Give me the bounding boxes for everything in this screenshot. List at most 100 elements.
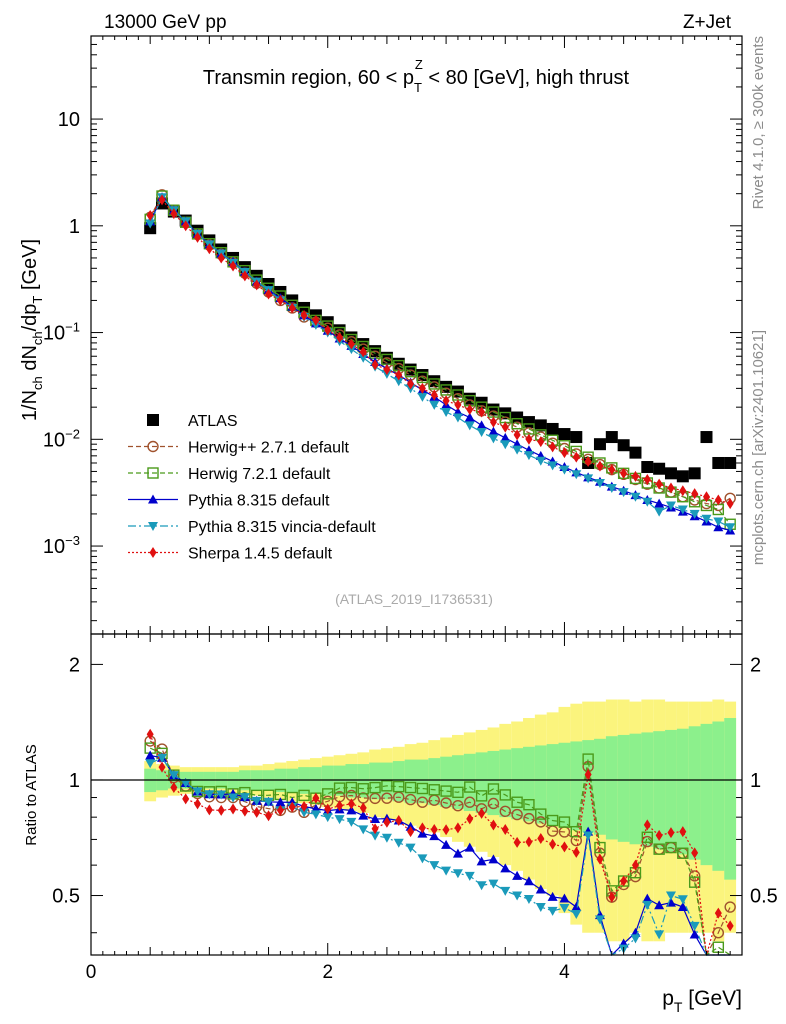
pythia-8-315-default-ratio-point: [559, 893, 570, 903]
pythia-8-315-vincia-default-point: [713, 517, 724, 527]
atlas-point: [629, 446, 642, 459]
band-inner: [617, 734, 630, 842]
pythia-8-315-vincia-default-ratio-point: [630, 934, 641, 944]
band-inner: [546, 744, 559, 826]
pythia-8-315-vincia-default-ratio-point: [322, 813, 333, 823]
herwig-7-2-1-default-ratio-point: [440, 785, 452, 797]
sherpa-1-4-5-default-point: [407, 378, 415, 390]
herwig-2-7-1-default-ratio-point: [511, 808, 523, 821]
pythia-8-315-default-ratio-point: [370, 814, 381, 824]
atlas-point: [274, 285, 287, 298]
pythia-8-315-vincia-default-point: [429, 400, 440, 410]
legend-marker-herwig7: [147, 467, 159, 479]
sherpa-1-4-5-default-point: [726, 498, 734, 510]
sherpa-1-4-5-default-point: [265, 288, 273, 300]
legend-label-sherpa: Sherpa 1.4.5 default: [188, 546, 333, 563]
herwig-7-2-1-default-ratio-point: [712, 941, 725, 953]
pythia-8-315-vincia-default-ratio-point: [488, 879, 499, 889]
legend-label-atlas: ATLAS: [188, 413, 238, 430]
pythia-8-315-vincia-default-point: [417, 392, 428, 402]
rivet-version-label: Rivet 4.1.0, ≥ 300k events: [750, 36, 767, 209]
ratio-y-tick-label-right: 1: [750, 770, 761, 792]
sherpa-1-4-5-default-ratio-point: [513, 836, 521, 848]
ratio-y-axis-label: Ratio to ATLAS: [23, 744, 40, 845]
band-inner: [345, 764, 358, 798]
sherpa-1-4-5-default-ratio-point: [146, 728, 154, 740]
pythia-8-315-vincia-default-point: [476, 428, 487, 438]
herwig-7-2-1-default-ratio-point: [523, 799, 535, 811]
sherpa-1-4-5-default-point: [572, 451, 580, 463]
axes: 0 2 4 10 1 10−1 10−2 10−3 2 2 1 1 0.5 0.5: [43, 35, 778, 983]
herwig-7-2-1-default-ratio-point: [653, 843, 665, 855]
herwig-7-2-1-default-ratio-point: [511, 796, 523, 808]
sherpa-1-4-5-default-ratio-point: [501, 824, 509, 836]
sherpa-1-4-5-default-ratio-point: [679, 826, 687, 838]
atlas-point: [605, 431, 618, 444]
sherpa-1-4-5-default-point: [170, 208, 178, 220]
band-inner: [428, 758, 441, 806]
pythia-8-315-vincia-default-point: [701, 514, 712, 524]
sherpa-1-4-5-default-point: [596, 460, 604, 472]
pythia-8-315-vincia-default-point: [630, 492, 641, 502]
x-axis-label: pT [GeV]: [662, 987, 742, 1015]
ratio-y-tick-label: 2: [69, 654, 80, 676]
legend-label-herwig7: Herwig 7.2.1 default: [188, 466, 331, 483]
pythia-8-315-vincia-default-ratio-point: [677, 895, 688, 905]
herwig-7-2-1-default-ratio-point: [665, 841, 677, 854]
ratio-y-tick-label-right: 0.5: [750, 886, 778, 908]
sherpa-1-4-5-default-point: [158, 194, 166, 206]
sherpa-1-4-5-default-ratio-point: [608, 891, 616, 903]
y-tick-label: 10: [58, 109, 80, 131]
band-inner: [712, 721, 725, 871]
herwig-2-7-1-default-ratio-point: [381, 792, 393, 804]
pythia-8-315-default-ratio-point: [523, 876, 534, 886]
ratio-series: [144, 728, 736, 957]
herwig-7-2-1-default-ratio-point: [464, 781, 476, 793]
sherpa-1-4-5-default-point: [395, 369, 403, 381]
pythia-8-315-vincia-default-point: [358, 353, 369, 363]
pythia-8-315-vincia-default-ratio-point: [689, 921, 700, 931]
sherpa-1-4-5-default-point: [194, 231, 202, 243]
herwig-7-2-1-default-ratio-point: [416, 782, 429, 795]
band-inner: [475, 752, 488, 814]
pythia-8-315-default-ratio-point: [476, 856, 487, 866]
sherpa-1-4-5-default-ratio-point: [194, 798, 202, 810]
sherpa-1-4-5-default-ratio-point: [584, 768, 592, 780]
pythia-8-315-default-ratio-point: [535, 884, 546, 894]
herwig-2-7-1-default-ratio-point: [440, 797, 452, 809]
legend-marker-herwigpp: [147, 440, 159, 453]
pythia-8-315-vincia-default-ratio-point: [145, 759, 156, 769]
x-tick-label: 0: [86, 962, 97, 983]
pythia-8-315-vincia-default-ratio-point: [583, 831, 594, 841]
herwig-7-2-1-default-point: [404, 365, 417, 378]
pythia-8-315-vincia-default-ratio-point: [370, 831, 381, 841]
band-inner: [688, 726, 701, 860]
sherpa-1-4-5-default-ratio-point: [288, 801, 296, 813]
sherpa-1-4-5-default-point: [312, 314, 320, 326]
herwig-2-7-1-default-ratio-point: [499, 805, 511, 818]
sherpa-1-4-5-default-point: [276, 294, 284, 306]
pythia-8-315-default-point: [713, 522, 724, 532]
pythia-8-315-default-point: [488, 426, 499, 436]
legend-marker-vincia: [148, 522, 158, 531]
atlas-point: [664, 467, 677, 480]
pythia-8-315-default-point: [500, 432, 511, 442]
pythia-8-315-default-point: [654, 498, 665, 508]
sherpa-1-4-5-default-ratio-point: [667, 827, 675, 839]
sherpa-1-4-5-default-point: [513, 429, 521, 441]
mcplots-label: mcplots.cern.ch [arXiv:2401.10621]: [750, 330, 767, 565]
herwig-7-2-1-default-ratio-point: [688, 876, 701, 888]
legend: ATLAS Herwig++ 2.7.1 default Herwig 7.2.1 …: [128, 413, 376, 563]
y-tick-label: 1: [69, 216, 80, 238]
pythia-8-315-default-ratio-point: [500, 863, 511, 873]
pythia-8-315-vincia-default-ratio-point: [393, 838, 404, 848]
pythia-8-315-vincia-default-point: [464, 421, 475, 431]
band-inner: [605, 736, 618, 840]
sherpa-1-4-5-default-ratio-point: [726, 920, 734, 932]
ratio-y-tick-label: 1: [69, 770, 80, 792]
sherpa-1-4-5-default-ratio-point: [525, 836, 533, 848]
band-inner: [534, 745, 547, 824]
sherpa-1-4-5-default-point: [347, 338, 355, 350]
sherpa-1-4-5-default-ratio-point: [418, 822, 426, 834]
main-series: [144, 189, 737, 535]
